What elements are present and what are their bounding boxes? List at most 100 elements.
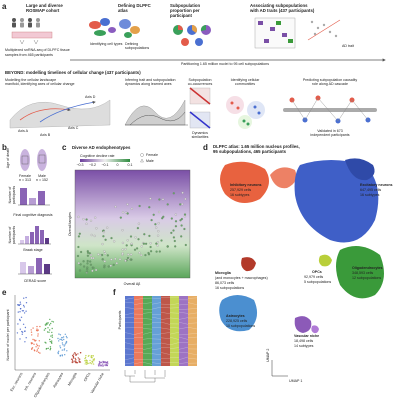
legend-tick: −0.3 (76, 163, 83, 167)
stripe (151, 297, 162, 300)
point (183, 213, 187, 216)
point (103, 364, 105, 366)
point (80, 250, 83, 254)
point (160, 239, 163, 242)
point (181, 203, 184, 206)
point (91, 269, 94, 272)
stripe (160, 327, 171, 330)
point (51, 336, 54, 338)
stripe (124, 301, 135, 304)
point (30, 329, 32, 331)
stripe (187, 312, 198, 315)
point (103, 260, 106, 263)
stripe (169, 347, 180, 349)
point (77, 357, 80, 359)
point (136, 247, 139, 250)
point (79, 263, 82, 266)
point (58, 333, 60, 335)
point (102, 360, 104, 363)
point (101, 243, 104, 246)
axis-label: participants (12, 226, 16, 245)
point (113, 240, 116, 243)
matrix-sketch (189, 87, 211, 129)
stripe (160, 342, 171, 345)
point (157, 230, 160, 233)
point (156, 244, 159, 247)
point (130, 207, 133, 210)
point (63, 338, 65, 341)
point (126, 239, 129, 242)
point (127, 253, 130, 256)
legend-marker (140, 158, 144, 163)
point (65, 335, 68, 338)
point (25, 337, 27, 339)
point (51, 340, 53, 342)
axis-label: Participants (118, 310, 122, 329)
point (86, 262, 89, 265)
point (183, 215, 186, 218)
point (172, 192, 175, 195)
cluster-label: 5 subpopulations (304, 280, 331, 284)
point (46, 331, 49, 333)
point (89, 263, 92, 266)
point (172, 236, 175, 239)
column (170, 296, 179, 366)
panel-d: d DLPFC atlas: 1.65 million nucleus prof… (203, 143, 393, 383)
cluster-label: 18,498 cells (294, 339, 313, 343)
caption: Inferring trait and subpopulation (125, 78, 176, 82)
stripe (151, 353, 162, 355)
panel-label: f (113, 288, 116, 297)
point (84, 360, 86, 362)
point (83, 265, 86, 268)
cluster-label: 16 subtypes (360, 193, 380, 197)
point (51, 327, 53, 330)
point (17, 304, 19, 306)
axis-label: Number of (8, 227, 12, 244)
point (47, 327, 49, 329)
stripe (124, 307, 135, 309)
stripe (151, 302, 162, 305)
cluster-label: 12 subpopulations (352, 276, 381, 280)
stripe (178, 351, 189, 353)
point (48, 324, 51, 326)
point (91, 356, 93, 359)
point (35, 346, 37, 348)
point (121, 229, 124, 232)
point (138, 204, 141, 208)
panel-label: a (2, 2, 7, 11)
point (89, 359, 91, 362)
caption: Dynamics (192, 131, 208, 135)
stripe (178, 311, 189, 314)
point (77, 262, 80, 265)
column (125, 296, 134, 366)
color-legend (80, 159, 130, 162)
stripe (142, 302, 153, 304)
column (143, 296, 152, 366)
cluster-label: 257,929 cells (230, 188, 251, 192)
caption: role along AD cascade (312, 82, 348, 86)
point (124, 248, 127, 251)
point (179, 219, 182, 222)
panel-label: b (2, 143, 7, 152)
point (59, 345, 61, 347)
point (22, 323, 25, 325)
point (71, 360, 74, 362)
point (102, 231, 105, 234)
point (99, 365, 101, 367)
stripe (124, 342, 135, 345)
caption: Predicting subpopulation causality (303, 78, 358, 82)
heading: Large and diverse (26, 3, 63, 8)
point (73, 361, 75, 363)
point (106, 364, 109, 367)
axis-label: Number of (8, 187, 12, 204)
point (60, 338, 62, 341)
point (78, 232, 81, 235)
plot-area (74, 169, 191, 279)
point (63, 348, 66, 350)
umap-clusters (219, 158, 384, 334)
point (184, 243, 187, 247)
caption: Subpopulation (189, 78, 212, 82)
point (76, 254, 80, 258)
point (50, 341, 53, 344)
point (149, 197, 152, 200)
